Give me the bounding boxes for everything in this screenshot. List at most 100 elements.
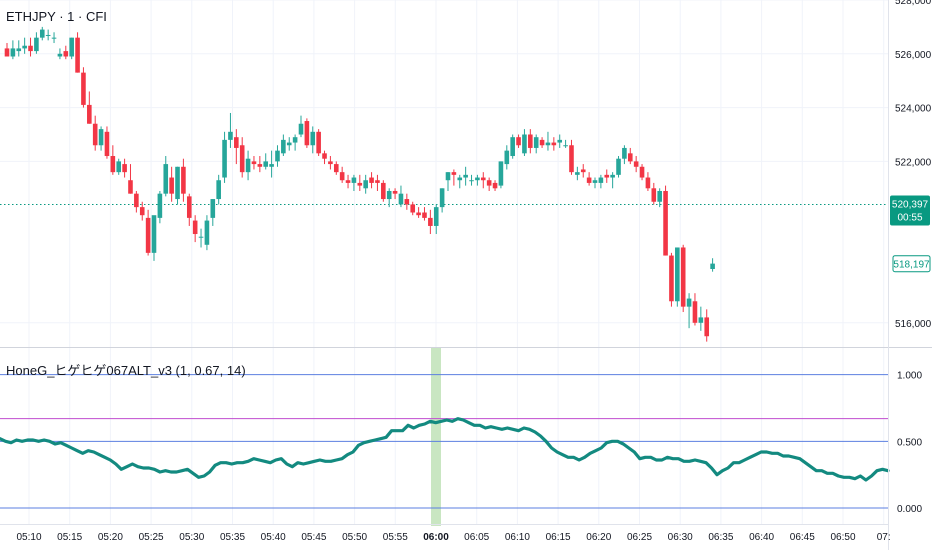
candle-body (563, 145, 568, 147)
candle-body (698, 317, 704, 323)
price-tick-label: 522,000 (895, 157, 932, 168)
time-tick-label: 05:20 (98, 532, 123, 543)
candle-body (686, 298, 692, 307)
candle-body (439, 188, 445, 208)
time-tick-label: 06:20 (586, 532, 611, 543)
candle-body (451, 172, 457, 175)
time-tick-label: 07: (877, 532, 891, 543)
candle-body (163, 164, 169, 194)
candle-body (598, 177, 604, 183)
time-tick-label: 05:40 (261, 532, 286, 543)
candle-body (98, 129, 104, 146)
candle-body (169, 177, 174, 194)
marker-badge (892, 255, 931, 273)
candle-body (286, 142, 292, 146)
candle-body (275, 150, 280, 162)
highlight-band (431, 348, 441, 526)
candle-body (251, 161, 257, 165)
price-tick-label: 524,000 (895, 104, 932, 115)
symbol-title: ETHJPY · 1 · CFI (6, 9, 107, 24)
candle-body (4, 48, 10, 57)
candle-body (551, 142, 557, 146)
candle-body (139, 207, 145, 216)
time-tick-label: 06:15 (546, 532, 571, 543)
candle-body (339, 172, 345, 181)
candle-body (28, 45, 33, 52)
candle-body (116, 161, 122, 173)
candle-body (328, 161, 333, 165)
candle-body (492, 182, 498, 189)
candle-body (475, 177, 480, 181)
candle-body (192, 220, 198, 235)
candle-body (663, 190, 668, 256)
price-badges: 520,397 00:55 518,197 (890, 195, 931, 273)
candles (4, 26, 715, 342)
grid (0, 0, 888, 524)
candle-body (175, 166, 180, 200)
candle-body (610, 174, 615, 178)
candle-body (680, 247, 686, 307)
indicator-tick-label: 0.500 (897, 437, 922, 448)
time-tick-label: 06:50 (830, 532, 855, 543)
last-price-label: 520,397 (892, 200, 929, 211)
candle-body (604, 174, 610, 178)
candle-body (145, 217, 151, 253)
candle-body (480, 177, 486, 181)
candle-body (186, 196, 192, 218)
candle-body (245, 158, 251, 173)
candle-body (428, 217, 433, 226)
candle-body (128, 180, 133, 194)
price-axis: 528,000 526,000 524,000 522,000 516,000 (895, 0, 932, 330)
candle-body (292, 137, 298, 143)
candle-body (433, 207, 439, 226)
price-tick-label: 528,000 (895, 0, 932, 7)
candle-body (545, 142, 551, 146)
candle-body (675, 247, 680, 302)
candle-body (333, 164, 339, 173)
candle-body (622, 147, 627, 159)
candle-body (410, 204, 416, 213)
candle-body (345, 180, 351, 183)
time-tick-label: 05:15 (57, 532, 82, 543)
candle-body (110, 156, 116, 173)
candle-body (592, 180, 598, 183)
time-tick-label: 06:05 (464, 532, 489, 543)
candle-body (504, 150, 510, 165)
indicator-axis: 1.000 0.500 0.000 (897, 371, 922, 515)
candle-body (586, 177, 592, 183)
candle-body (222, 139, 227, 178)
candle-body (533, 137, 539, 148)
candle-body (404, 199, 410, 205)
candle-body (10, 48, 16, 57)
countdown-label: 00:55 (897, 213, 922, 224)
candle-body (422, 212, 427, 218)
candle-body (304, 121, 310, 146)
candle-body (298, 123, 304, 135)
candle-body (369, 177, 374, 183)
candle-body (239, 145, 245, 173)
candle-body (375, 180, 380, 183)
candle-body (363, 180, 368, 189)
candle-body (616, 158, 621, 175)
time-tick-label: 05:45 (301, 532, 326, 543)
candle-body (269, 164, 274, 167)
candle-body (386, 190, 392, 200)
candle-body (257, 164, 263, 167)
time-tick-label: 05:35 (220, 532, 245, 543)
time-tick-label: 05:30 (179, 532, 204, 543)
candle-body (69, 37, 74, 57)
candle-body (51, 37, 57, 39)
time-tick-label: 06:25 (627, 532, 652, 543)
candle-body (645, 177, 651, 189)
candle-body (710, 263, 715, 269)
oscillator-line (0, 417, 890, 482)
candle-body (627, 153, 633, 162)
candle-body (228, 131, 233, 140)
price-tick-label: 526,000 (895, 50, 932, 61)
candle-body (204, 220, 210, 245)
candle-body (469, 180, 474, 182)
candle-body (45, 34, 51, 36)
candle-body (210, 199, 216, 218)
candle-body (575, 172, 580, 175)
